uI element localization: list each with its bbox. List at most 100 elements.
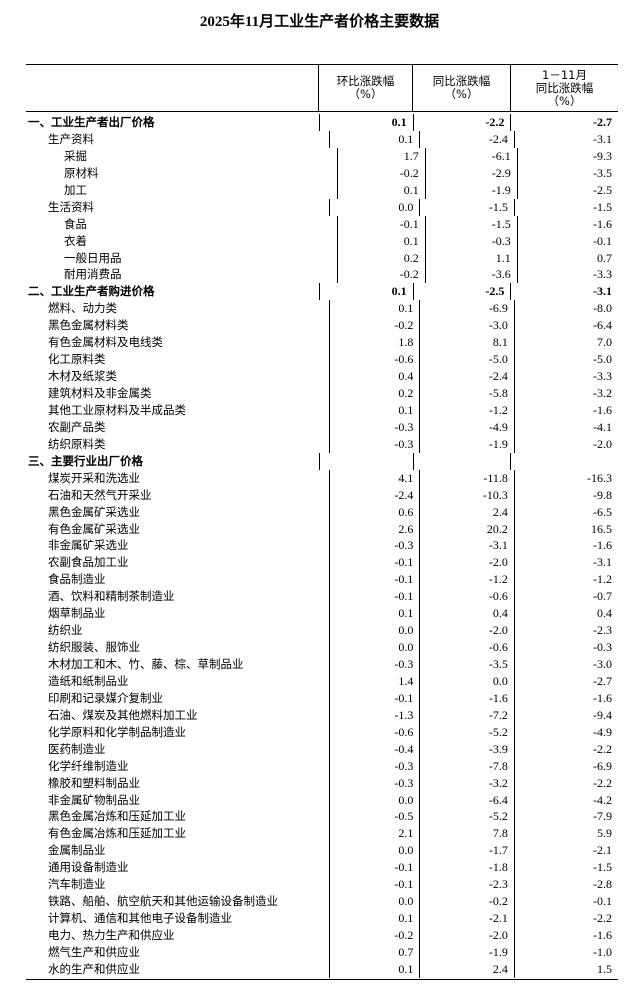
table-row: 酒、饮料和精制茶制造业 -0.1 -0.6 -0.7 (26, 588, 618, 606)
table-row: 耐用消费品 -0.2 -3.6 -3.3 (26, 266, 618, 284)
ytd-value: -4.1 (513, 418, 618, 436)
table-row: 煤炭开采和洗选业 4.1 -11.8 -16.3 (26, 469, 618, 487)
yoy-value: -2.0 (419, 622, 514, 640)
row-label: 石油、煤炭及其他燃料加工业 (48, 707, 198, 722)
table-row: 采掘 1.7 -6.1 -9.3 (26, 147, 618, 165)
ytd-value: -3.3 (516, 266, 618, 284)
mom-value: 0.6 (328, 503, 420, 521)
row-label: 一般日用品 (64, 250, 122, 265)
yoy-value: -5.2 (419, 723, 514, 741)
mom-value: 0.1 (328, 130, 420, 148)
ytd-value: 16.5 (513, 520, 618, 538)
table-row: 非金属矿物制品业 0.0 -6.4 -4.2 (26, 791, 618, 809)
mom-value: 0.1 (336, 181, 425, 199)
yoy-value: -6.9 (419, 300, 514, 318)
table-row: 建筑材料及非金属类 0.2 -5.8 -3.2 (26, 385, 618, 402)
mom-value: 1.7 (336, 147, 425, 165)
table-row: 水的生产和供应业 0.1 2.4 1.5 (26, 960, 618, 978)
header-yoy: 同比涨跌幅 （%） (412, 65, 510, 111)
yoy-value: -1.5 (424, 215, 517, 233)
ytd-value: 5.9 (513, 825, 618, 843)
row-label: 木材加工和木、竹、藤、棕、草制品业 (48, 657, 244, 671)
yoy-value: 0.4 (419, 605, 514, 623)
yoy-value: -5.8 (419, 385, 514, 402)
row-label: 食品制造业 (48, 572, 106, 587)
yoy-value: -3.0 (419, 317, 514, 335)
mom-value: 0.0 (328, 791, 420, 809)
row-label: 石油和天然气开采业 (48, 487, 152, 502)
mom-value: 0.1 (336, 232, 425, 250)
mom-value: -0.1 (328, 859, 420, 877)
table-row: 化工原料类 -0.6 -5.0 -5.0 (26, 351, 618, 369)
yoy-value: -3.5 (419, 656, 514, 673)
row-label: 煤炭开采和洗选业 (48, 470, 140, 485)
table-row: 烟草制品业 0.1 0.4 0.4 (26, 605, 618, 623)
mom-value: -0.3 (328, 656, 420, 673)
mom-value: -0.6 (328, 723, 420, 741)
yoy-value: -1.9 (424, 181, 517, 199)
table-row: 非金属矿采选业 -0.3 -3.1 -1.6 (26, 537, 618, 555)
table-row: 纺织原料类 -0.3 -1.9 -2.0 (26, 435, 618, 453)
ytd-value: -3.1 (513, 554, 618, 572)
table-row: 黑色金属矿采选业 0.6 2.4 -6.5 (26, 503, 618, 521)
ytd-value: -6.5 (513, 503, 618, 521)
row-label: 橡胶和塑料制品业 (48, 775, 140, 790)
yoy-value: 1.1 (424, 249, 517, 267)
mom-value: 0.1 (328, 605, 420, 623)
row-label: 食品 (64, 216, 87, 231)
ytd-value: -6.9 (513, 757, 618, 775)
ytd-value: -9.8 (513, 486, 618, 504)
row-label: 电力、热力生产和供应业 (48, 928, 175, 942)
ytd-value: -3.1 (513, 130, 618, 148)
row-label: 木材及纸浆类 (48, 369, 117, 384)
table-row: 橡胶和塑料制品业 -0.3 -3.2 -2.2 (26, 774, 618, 792)
header-ytd: 1－11月 同比涨跌幅 （%） (510, 65, 618, 111)
mom-value: 0.4 (328, 368, 420, 385)
table-row: 加工 0.1 -1.9 -2.5 (26, 181, 618, 199)
mom-value: -0.3 (328, 537, 420, 555)
row-label: 纺织业 (48, 623, 83, 638)
row-label: 生活资料 (48, 199, 94, 214)
row-label: 燃料、动力类 (48, 301, 117, 316)
yoy-value: -3.1 (419, 537, 514, 555)
mom-value: -0.1 (328, 588, 420, 606)
yoy-value: -1.7 (419, 842, 514, 860)
mom-value: 4.1 (328, 469, 420, 487)
table-row: 有色金属冶炼和压延加工业 2.1 7.8 5.9 (26, 825, 618, 843)
table-row: 一、工业生产者出厂价格 0.1 -2.2 -2.7 (26, 114, 618, 131)
row-label: 纺织原料类 (48, 436, 106, 451)
ytd-value: -2.3 (513, 622, 618, 640)
ytd-value: -7.9 (513, 808, 618, 826)
table-row: 纺织服装、服饰业 0.0 -0.6 -0.3 (26, 639, 618, 656)
mom-value: -0.5 (328, 808, 420, 826)
yoy-value: 2.4 (419, 960, 514, 978)
mom-value: -1.3 (328, 706, 420, 724)
mom-value: -0.1 (328, 554, 420, 572)
yoy-value: -10.3 (419, 486, 514, 504)
yoy-value: -2.4 (419, 368, 514, 385)
yoy-value: -2.0 (419, 927, 514, 944)
table-row: 化学原料和化学制品制造业 -0.6 -5.2 -4.9 (26, 723, 618, 741)
yoy-value: -11.8 (419, 469, 514, 487)
row-label: 其他工业原材料及半成品类 (48, 402, 186, 417)
mom-value: 1.8 (328, 334, 420, 352)
row-label: 有色金属冶炼和压延加工业 (48, 826, 186, 841)
mom-value: 0.1 (318, 114, 413, 131)
mom-value: 2.6 (328, 520, 420, 538)
ytd-value: -2.8 (513, 876, 618, 894)
row-label: 汽车制造业 (48, 877, 106, 892)
mom-value (318, 452, 413, 470)
table-row: 燃料、动力类 0.1 -6.9 -8.0 (26, 300, 618, 318)
table-row: 电力、热力生产和供应业 -0.2 -2.0 -1.6 (26, 927, 618, 944)
ytd-value: -9.3 (516, 147, 618, 165)
yoy-value: -6.4 (419, 791, 514, 809)
row-label: 有色金属材料及电线类 (48, 335, 163, 350)
table-row: 造纸和纸制品业 1.4 0.0 -2.7 (26, 672, 618, 690)
yoy-value: -1.5 (419, 198, 514, 216)
table-row: 燃气生产和供应业 0.7 -1.9 -1.0 (26, 943, 618, 961)
yoy-value: -2.9 (424, 164, 517, 182)
ytd-value: -1.6 (516, 215, 618, 233)
mom-value: -0.3 (328, 435, 420, 453)
row-label: 计算机、通信和其他电子设备制造业 (48, 911, 232, 926)
table-row: 金属制品业 0.0 -1.7 -2.1 (26, 842, 618, 860)
